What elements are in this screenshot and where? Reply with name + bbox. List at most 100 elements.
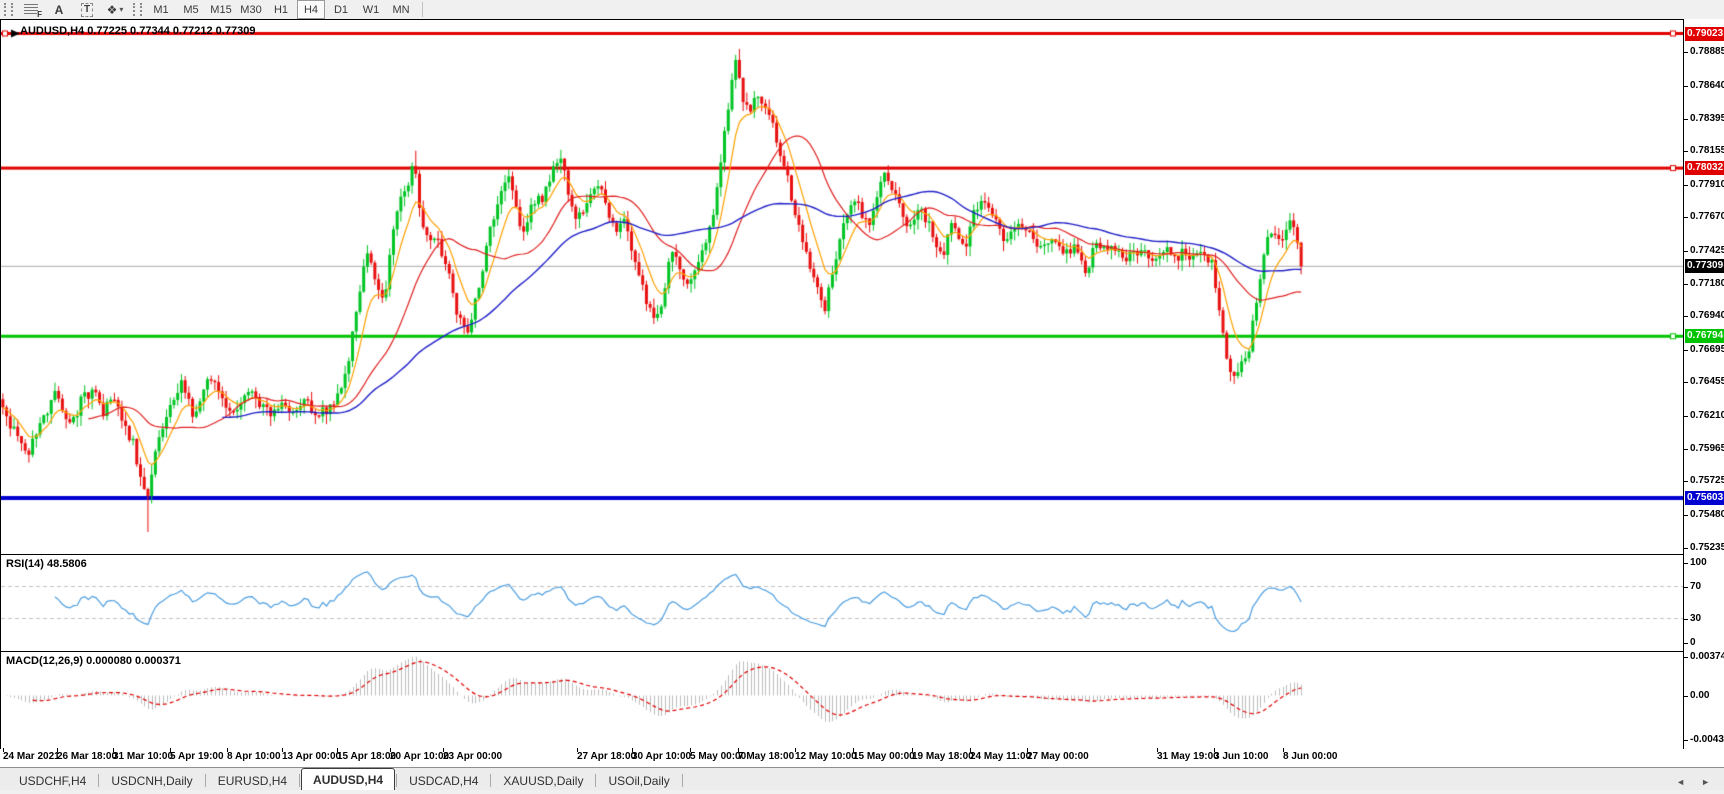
time-tick	[853, 748, 854, 752]
time-label: 31 May 19:00	[1157, 751, 1219, 762]
time-label: 15 May 00:00	[853, 751, 915, 762]
price-tick-label: 0.77180	[1690, 277, 1724, 289]
time-label: 24 Mar 2021	[3, 751, 60, 762]
axis-tick	[1684, 586, 1688, 588]
price-tick-label: 0.78395	[1690, 112, 1724, 124]
chart-tab-bar: USDCHF,H4 USDCNH,Daily EURUSD,H4 AUDUSD,H4 U…	[0, 767, 1724, 791]
toolbar-grip-icon[interactable]	[4, 3, 13, 16]
current-price-line-price-badge: 0.77309	[1685, 259, 1724, 274]
axis-tick	[1684, 481, 1688, 483]
time-label: 3 Jun 10:00	[1214, 751, 1269, 762]
axis-tick	[1684, 548, 1688, 549]
timeframe-button-W1[interactable]: W1	[362, 3, 380, 16]
macd-tick-label: 0.00	[1690, 689, 1710, 701]
support-line-price-badge: 0.76794	[1685, 329, 1724, 344]
time-tick	[337, 748, 338, 752]
price-tick-label: 0.76210	[1690, 409, 1724, 421]
axis-tick	[1684, 217, 1688, 219]
time-tick	[1283, 748, 1284, 752]
timeframe-button-H4[interactable]: H4	[297, 0, 325, 19]
tabs: USDCHF,H4 USDCNH,Daily EURUSD,H4 AUDUSD,H4 U…	[8, 768, 684, 791]
toolbar: F A T ❖ ▾ M1 M5 M15 M30 H1 H4 D1 W1 MN	[0, 0, 1724, 20]
tab-scroll-right-icon[interactable]: ►	[1701, 777, 1710, 787]
axis-tick	[1684, 618, 1688, 620]
time-label: 27 Apr 18:00	[577, 751, 637, 762]
time-tick	[1157, 748, 1158, 752]
price-tick-label: 0.77910	[1690, 178, 1724, 190]
time-label: 13 Apr 00:00	[282, 751, 342, 762]
time-label: 8 Jun 00:00	[1283, 751, 1338, 762]
tab-xauusd[interactable]: XAUUSD,Daily	[503, 773, 584, 788]
tab-separator	[681, 774, 683, 787]
tab-audusd[interactable]: AUDUSD,H4	[301, 768, 396, 791]
tab-eurusd[interactable]: EURUSD,H4	[217, 773, 288, 788]
price-tick-label: 0.76940	[1690, 310, 1724, 322]
rsi-tick-label: 0	[1690, 636, 1696, 648]
axis-tick	[1684, 349, 1688, 351]
time-label: 30 Apr 10:00	[632, 751, 692, 762]
macd-tick-label: 0.00374	[1690, 651, 1724, 663]
time-label: 27 May 00:00	[1027, 751, 1089, 762]
tab-usoil[interactable]: USOil,Daily	[608, 773, 670, 788]
timeframe-button-H1[interactable]: H1	[273, 3, 289, 16]
rsi-chart-canvas[interactable]	[1, 555, 1683, 651]
axis-tick	[1684, 448, 1688, 450]
tab-separator	[595, 774, 597, 787]
tab-separator	[204, 774, 206, 787]
chevron-down-icon[interactable]: ▾	[119, 5, 124, 14]
axis-tick	[1684, 695, 1688, 697]
tab-usdcad[interactable]: USDCAD,H4	[409, 773, 479, 788]
axis-tick	[1684, 642, 1688, 644]
time-tick	[390, 748, 391, 752]
tab-separator	[98, 774, 100, 787]
text-box-icon[interactable]: T	[76, 1, 98, 18]
time-tick	[170, 748, 171, 752]
timeframe-button-M30[interactable]: M30	[240, 3, 262, 16]
fibonacci-letter: F	[37, 10, 42, 19]
time-tick	[577, 748, 578, 752]
tab-scroll-left-icon[interactable]: ◄	[1676, 777, 1686, 787]
status-strip	[0, 790, 1724, 794]
axis-tick	[1684, 739, 1688, 741]
rsi-tick-label: 30	[1690, 612, 1702, 624]
time-label: 23 Apr 00:00	[443, 751, 503, 762]
support-line-price-badge: 0.75603	[1685, 491, 1724, 506]
time-axis[interactable]: 24 Mar 2021 26 Mar 18:00 31 Mar 10:00 5 Apr…	[0, 748, 1684, 765]
time-label: 12 May 10:00	[795, 751, 857, 762]
toolbar-grip-icon[interactable]	[133, 3, 142, 16]
axis-tick	[1684, 151, 1688, 153]
timeframe-button-M5[interactable]: M5	[183, 3, 199, 16]
timeframe-button-M1[interactable]: M1	[153, 3, 169, 16]
tab-usdchf[interactable]: USDCHF,H4	[19, 773, 87, 788]
tab-separator	[396, 774, 398, 787]
price-tick-label: 0.77425	[1690, 244, 1724, 256]
time-label: 26 Mar 18:00	[57, 751, 118, 762]
axis-tick	[1684, 514, 1688, 516]
fibonacci-icon[interactable]: F	[20, 1, 42, 19]
axis-tick	[1684, 316, 1688, 318]
toolbar-separator	[422, 2, 423, 17]
price-tick-label: 0.75965	[1690, 442, 1724, 454]
axis-tick	[1684, 118, 1688, 120]
arrow-objects-icon[interactable]: ❖ ▾	[106, 2, 124, 17]
time-tick	[1214, 748, 1215, 752]
price-axis[interactable]: 0.78885 0.78640 0.78395 0.78155 0.77910 0.776…	[1684, 19, 1724, 750]
timeframe-button-MN[interactable]: MN	[392, 3, 410, 16]
price-tick-label: 0.75725	[1690, 475, 1724, 487]
tab-usdcnh[interactable]: USDCNH,Daily	[111, 773, 193, 788]
timeframe-button-M15[interactable]: M15	[210, 3, 232, 16]
timeframe-button-D1[interactable]: D1	[333, 3, 349, 16]
text-label-icon[interactable]: A	[54, 2, 64, 17]
axis-tick	[1684, 250, 1688, 252]
time-tick	[443, 748, 444, 752]
time-tick	[970, 748, 971, 752]
price-tick-label: 0.77670	[1690, 211, 1724, 223]
rsi-indicator-label: RSI(14) 48.5806	[6, 558, 87, 570]
time-tick	[113, 748, 114, 752]
time-tick	[3, 748, 4, 752]
price-tick-label: 0.76455	[1690, 376, 1724, 388]
main-chart-canvas[interactable]	[1, 20, 1683, 554]
axis-tick	[1684, 657, 1688, 659]
macd-chart-canvas[interactable]	[1, 652, 1683, 749]
